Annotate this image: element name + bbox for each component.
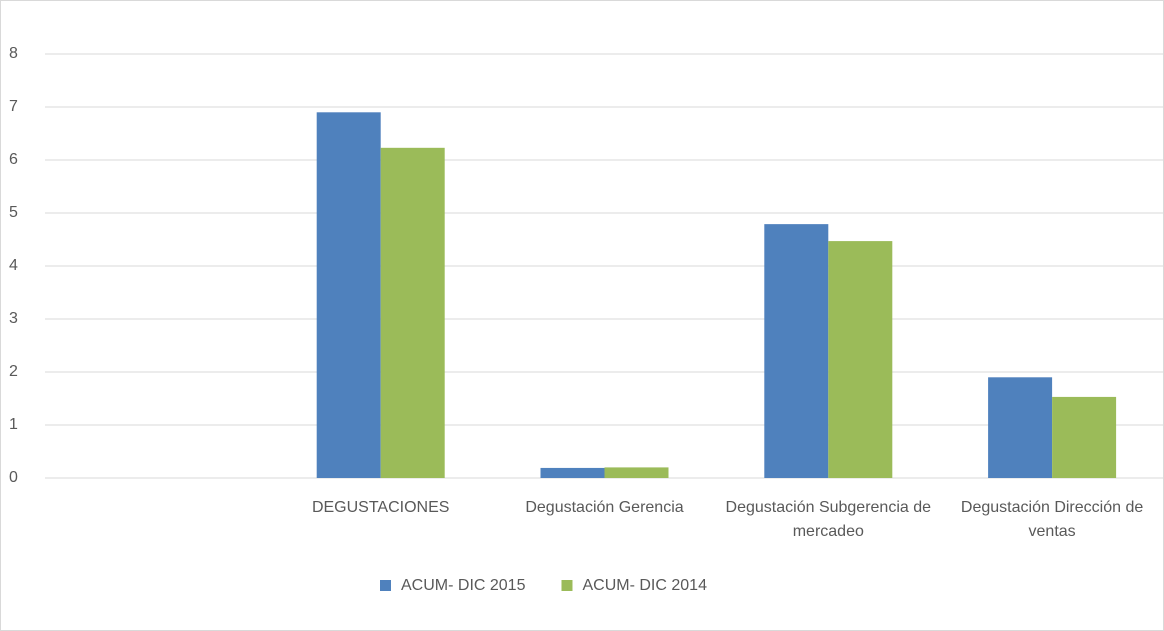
bar: [604, 467, 669, 478]
y-tick-label: 2: [9, 363, 18, 380]
y-tick-label: 8: [9, 45, 18, 62]
x-tick-label-line: Degustación Dirección de: [961, 499, 1143, 516]
y-tick-label: 0: [9, 469, 18, 486]
legend-label: ACUM- DIC 2015: [401, 577, 526, 594]
legend-swatch: [561, 580, 573, 591]
x-tick-label-line: mercadeo: [793, 523, 864, 540]
bar: [1052, 396, 1117, 478]
x-tick-label: Degustación Subgerencia de mercadeo: [726, 499, 932, 540]
x-tick-label-line: Degustación Subgerencia de: [726, 499, 932, 516]
x-tick-label: Degustación Gerencia: [525, 499, 683, 516]
x-tick-label-line: ventas: [1029, 523, 1076, 540]
bar: [380, 147, 445, 478]
bar: [828, 241, 893, 478]
y-tick-label: 4: [9, 257, 18, 274]
bar: [988, 377, 1053, 478]
bar: [540, 467, 605, 478]
x-tick-label-line: DEGUSTACIONES: [312, 499, 450, 516]
y-tick-label: 1: [9, 416, 18, 433]
y-tick-label: 5: [9, 204, 18, 221]
y-tick-label: 7: [9, 98, 18, 115]
y-tick-label: 6: [9, 151, 18, 168]
y-tick-label: 3: [9, 310, 18, 327]
x-tick-label-line: Degustación Gerencia: [525, 499, 683, 516]
x-tick-label: DEGUSTACIONES: [312, 499, 450, 516]
x-tick-label: Degustación Dirección de ventas: [961, 499, 1143, 540]
bar: [316, 112, 381, 479]
legend-label: ACUM- DIC 2014: [582, 577, 707, 594]
legend-swatch: [380, 580, 391, 591]
bar: [764, 224, 829, 478]
